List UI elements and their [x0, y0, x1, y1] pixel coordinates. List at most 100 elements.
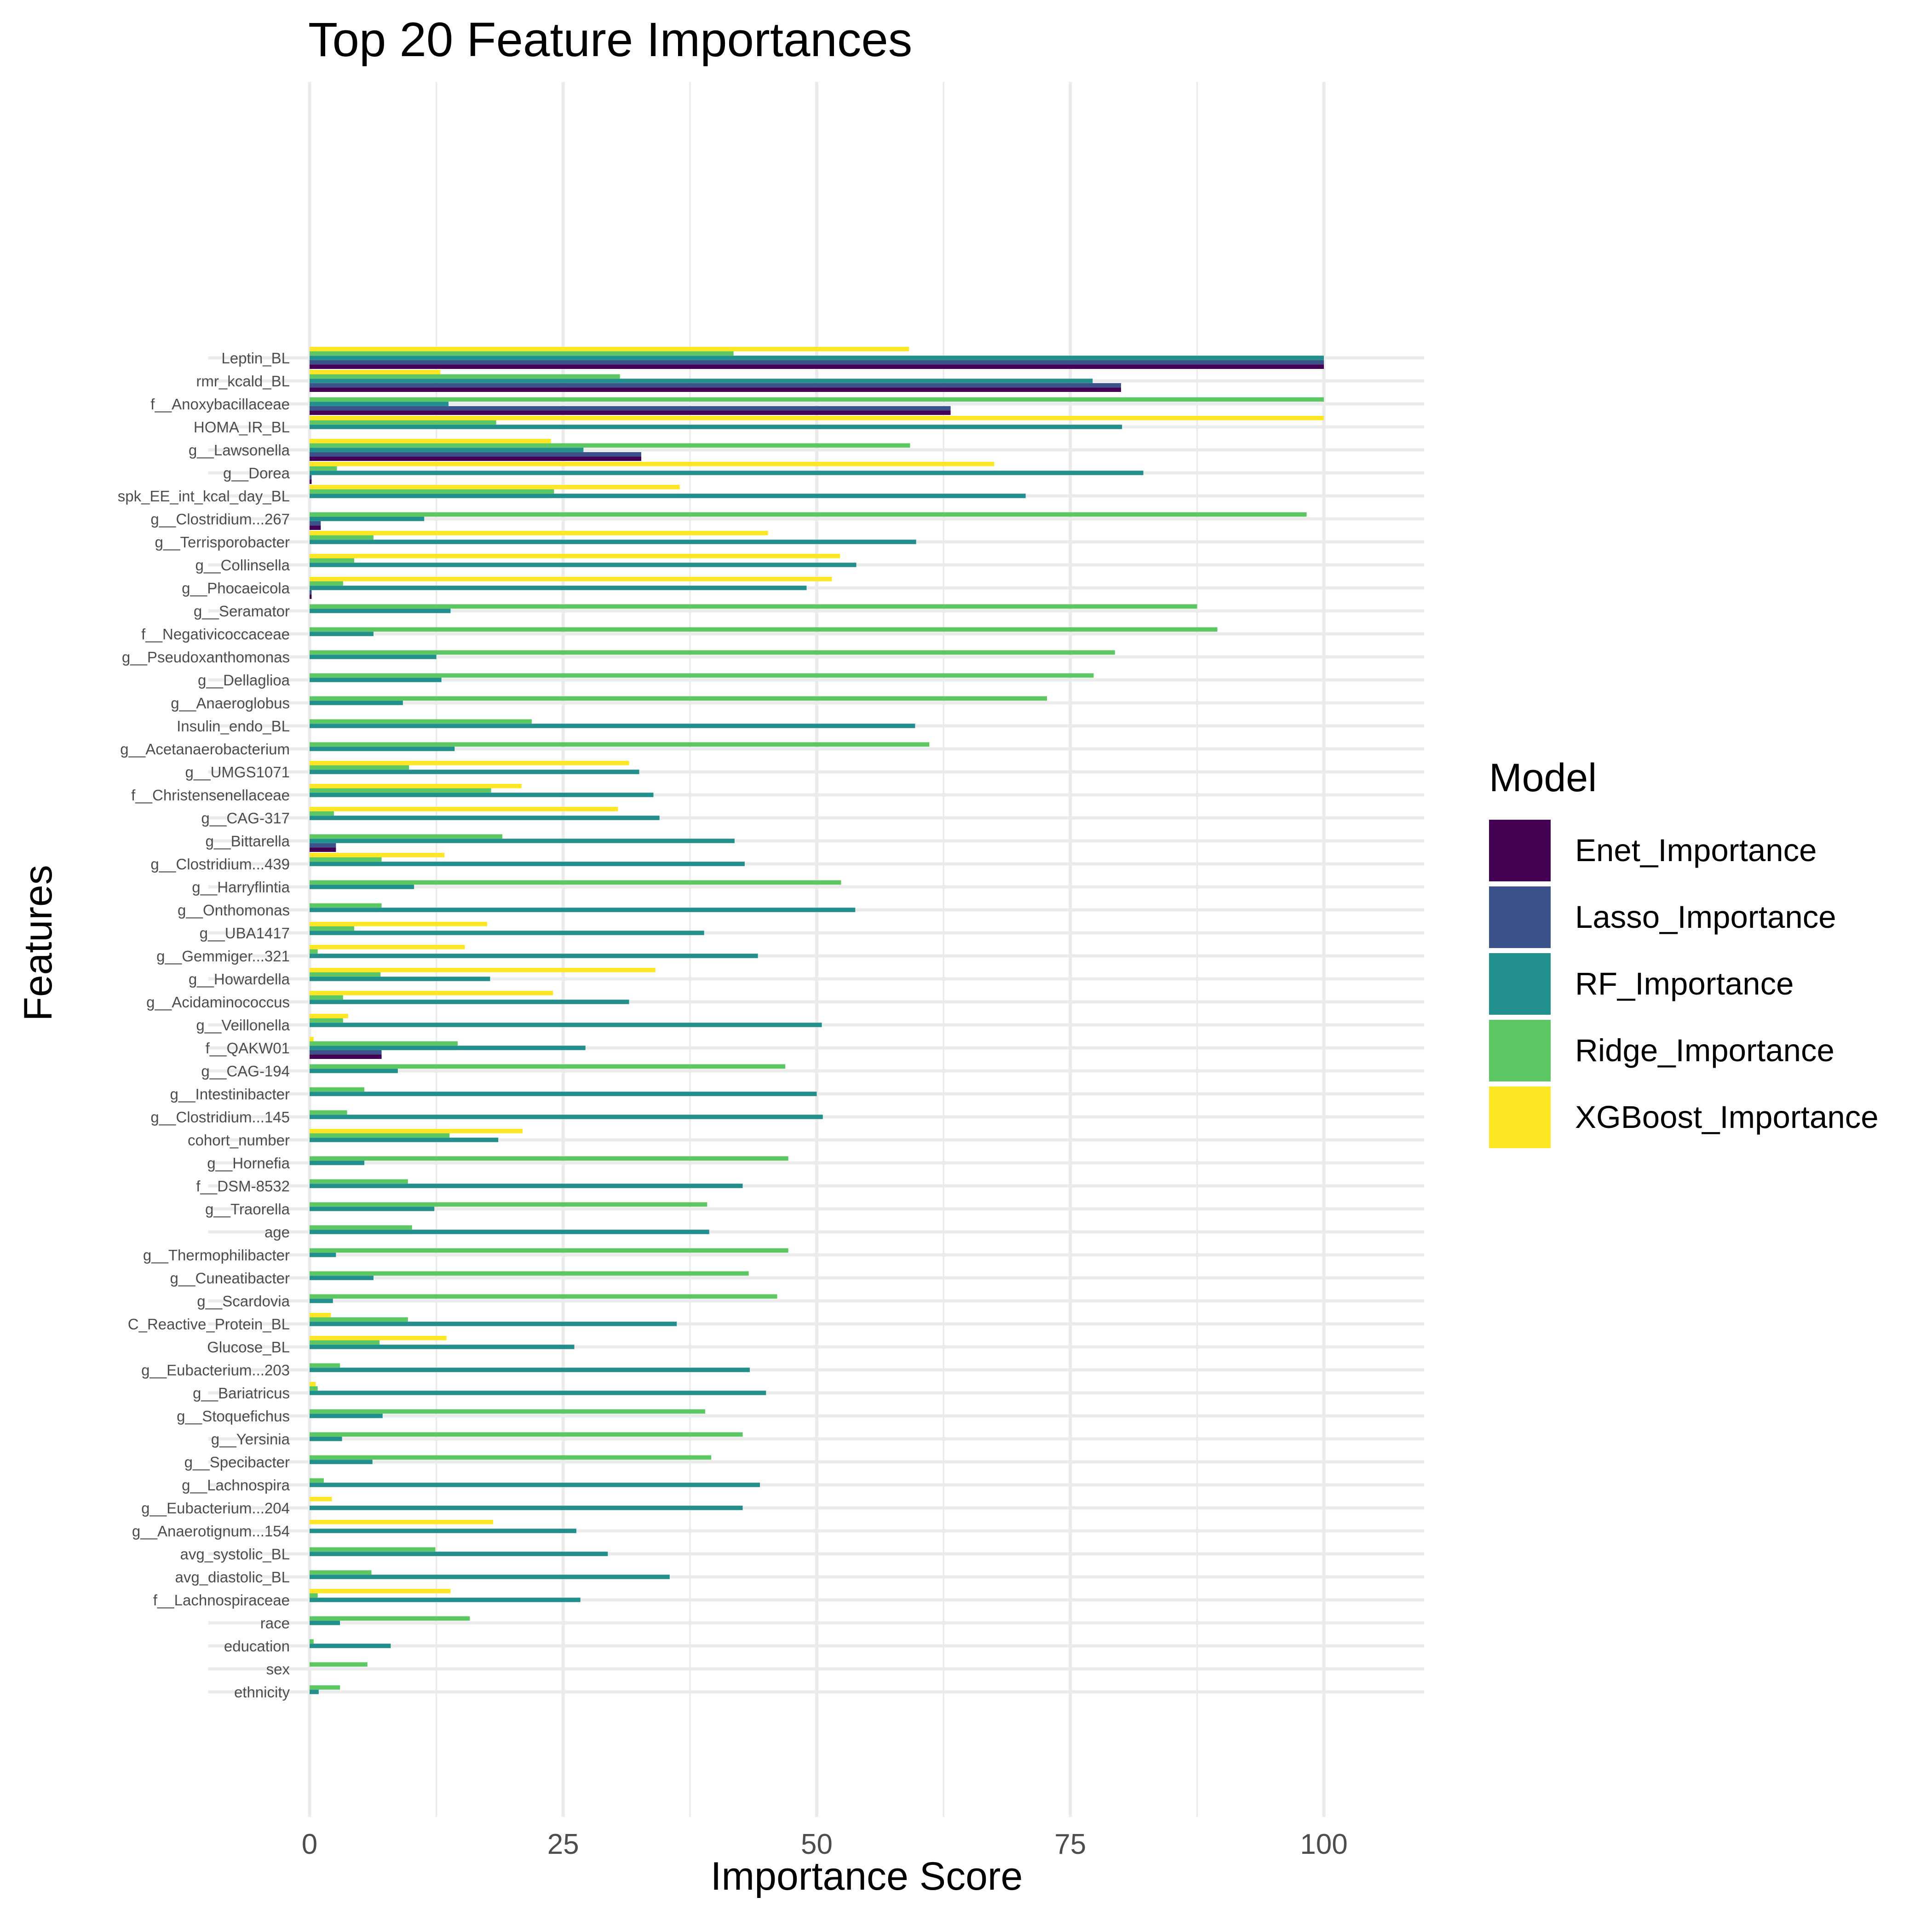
y-tick-label: g__Bittarella [206, 833, 290, 850]
x-tick-label: 75 [1054, 1828, 1086, 1860]
bar-rf-importance [310, 954, 758, 958]
y-tick-label: g__UBA1417 [200, 925, 290, 942]
y-tick-label: g__Anaeroglobus [171, 695, 290, 712]
bar-ridge-importance [310, 1294, 777, 1299]
bars-layer [310, 347, 1324, 1694]
bar-lasso-importance [310, 1050, 382, 1055]
bar-rf-importance [310, 1437, 342, 1441]
bar-rf-importance [310, 1391, 766, 1395]
bar-ridge-importance [310, 1363, 340, 1368]
bar-ridge-importance [310, 535, 374, 540]
bar-enet-importance [310, 456, 642, 461]
bar-ridge-importance [310, 512, 1307, 517]
bar-xgboost-importance [310, 922, 487, 926]
x-tick-label: 0 [302, 1828, 317, 1860]
bar-rf-importance [310, 885, 414, 889]
bar-ridge-importance [310, 1064, 786, 1069]
y-tick-label: rmr_kcald_BL [196, 373, 290, 390]
bar-rf-importance [310, 862, 745, 866]
bar-ridge-importance [310, 1409, 705, 1414]
legend-label: RF_Importance [1575, 966, 1794, 1001]
y-tick-label: g__Acetanaerobacterium [120, 741, 290, 758]
bar-xgboost-importance [310, 554, 840, 558]
y-tick-label: g__Specibacter [184, 1454, 290, 1471]
bar-rf-importance [310, 1690, 319, 1694]
y-tick-label: g__Gemmiger...321 [156, 948, 290, 965]
y-tick-label: spk_EE_int_kcal_day_BL [118, 488, 290, 505]
y-tick-label: g__CAG-194 [201, 1063, 290, 1080]
bar-xgboost-importance [310, 1014, 348, 1018]
bar-ridge-importance [310, 811, 334, 816]
bar-rf-importance [310, 1529, 576, 1533]
bar-ridge-importance [310, 1156, 788, 1161]
y-tick-label: g__Lachnospira [182, 1477, 290, 1494]
bar-enet-importance [310, 410, 951, 415]
bar-rf-importance [310, 747, 455, 751]
bar-ridge-importance [310, 1386, 318, 1391]
bar-ridge-importance [310, 1340, 380, 1345]
legend-swatch [1489, 886, 1551, 948]
bar-lasso-importance [310, 521, 321, 526]
bar-xgboost-importance [310, 761, 629, 765]
bar-rf-importance [310, 931, 704, 935]
bar-ridge-importance [310, 1248, 788, 1253]
bar-ridge-importance [310, 1041, 458, 1046]
bar-xgboost-importance [310, 347, 909, 351]
y-tick-label: g__Collinsella [196, 557, 290, 574]
y-tick-label: g__Anaerotignum...154 [132, 1523, 290, 1540]
legend-title: Model [1489, 756, 1597, 800]
y-tick-label: f__Christensenellaceae [131, 787, 290, 804]
bar-ridge-importance [310, 1110, 347, 1115]
y-tick-label: education [224, 1638, 290, 1655]
legend-swatch [1489, 953, 1551, 1015]
bar-rf-importance [310, 724, 915, 728]
bar-xgboost-importance [310, 1129, 523, 1133]
bar-lasso-importance [310, 383, 1121, 388]
bar-ridge-importance [310, 1662, 368, 1667]
y-tick-label: avg_systolic_BL [180, 1546, 290, 1563]
bar-rf-importance [310, 379, 1093, 383]
y-tick-labels: Leptin_BL rmr_kcald_BL f__Anoxybacillaceae… [118, 350, 290, 1701]
bar-lasso-importance [310, 452, 642, 457]
bar-xgboost-importance [310, 853, 445, 857]
bar-rf-importance [310, 1115, 823, 1119]
bar-ridge-importance [310, 834, 502, 839]
y-tick-label: f__DSM-8532 [196, 1178, 290, 1195]
bar-ridge-importance [310, 972, 381, 977]
y-tick-label: age [264, 1224, 290, 1241]
bar-ridge-importance [310, 1478, 324, 1483]
bar-ridge-importance [310, 351, 734, 356]
bar-rf-importance [310, 1023, 822, 1027]
bar-xgboost-importance [310, 462, 995, 466]
bar-ridge-importance [310, 1432, 743, 1437]
bar-xgboost-importance [310, 1520, 494, 1524]
bar-ridge-importance [310, 466, 337, 471]
bar-rf-importance [310, 793, 654, 797]
y-tick-label: g__Lawsonella [189, 442, 290, 459]
bar-ridge-importance [310, 1087, 365, 1092]
bar-rf-importance [310, 1184, 743, 1188]
y-tick-label: g__Thermophilibacter [143, 1247, 290, 1264]
bar-ridge-importance [310, 1133, 450, 1138]
y-tick-label: g__Dorea [223, 465, 290, 482]
bar-xgboost-importance [310, 807, 618, 811]
bar-enet-importance [310, 364, 1324, 369]
bar-rf-importance [310, 1345, 575, 1349]
bar-enet-importance [310, 387, 1121, 392]
legend-swatch [1489, 820, 1551, 881]
bar-ridge-importance [310, 1271, 749, 1276]
bar-rf-importance [310, 1598, 581, 1602]
bar-xgboost-importance [310, 1313, 331, 1317]
bar-rf-importance [310, 1460, 373, 1464]
y-tick-label: g__Traorella [205, 1201, 290, 1218]
bar-ridge-importance [310, 765, 409, 770]
bar-rf-importance [310, 1069, 398, 1073]
y-tick-label: g__Stoquefichus [177, 1408, 290, 1425]
bar-enet-importance [310, 1054, 382, 1059]
x-tick-label: 50 [801, 1828, 833, 1860]
y-tick-label: g__Intestinibacter [170, 1086, 290, 1103]
bar-ridge-importance [310, 1317, 408, 1322]
bar-ridge-importance [310, 1639, 314, 1644]
legend: Model Enet_Importance Lasso_Importance RF_… [1489, 756, 1879, 1148]
